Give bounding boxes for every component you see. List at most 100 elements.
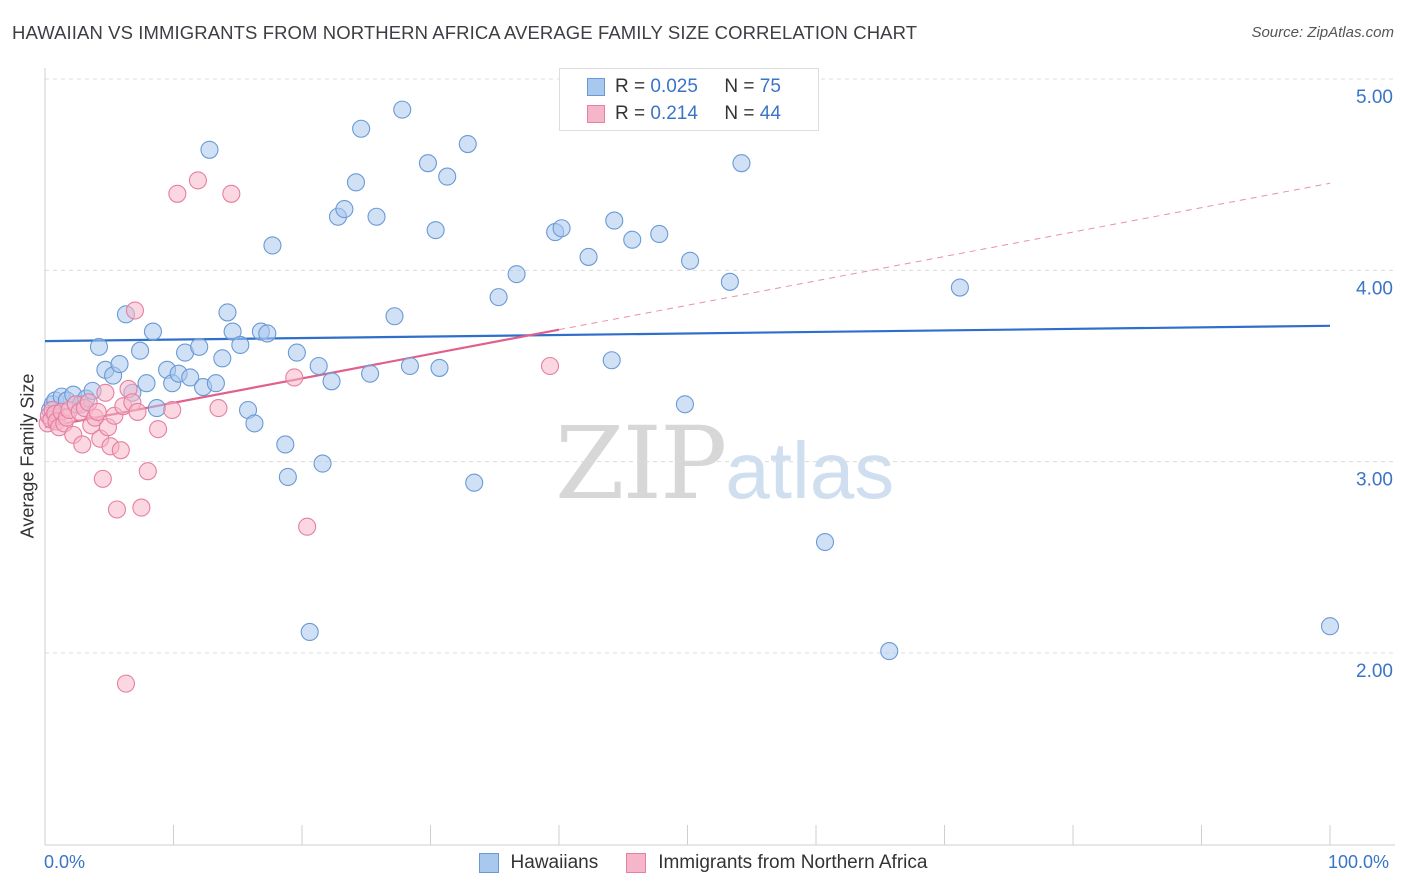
scatter-point-immigrants xyxy=(125,301,144,320)
scatter-point-immigrants xyxy=(88,402,107,421)
scatter-point-hawaiians xyxy=(465,473,484,492)
points-layer xyxy=(38,100,1340,693)
stats-n-label: N = xyxy=(724,103,755,124)
scatter-point-immigrants xyxy=(73,435,92,454)
scatter-point-hawaiians xyxy=(143,322,162,341)
scatter-point-hawaiians xyxy=(335,200,354,219)
scatter-point-hawaiians xyxy=(815,532,835,552)
scatter-point-immigrants xyxy=(107,500,127,519)
scatter-point-immigrants xyxy=(128,402,147,421)
grid-layer xyxy=(45,78,1395,654)
watermark-text-a: ZIP xyxy=(555,405,727,522)
scatter-point-hawaiians xyxy=(400,356,419,376)
chart-title: HAWAIIAN VS IMMIGRANTS FROM NORTHERN AFR… xyxy=(12,22,918,43)
scatter-point-hawaiians xyxy=(579,247,598,266)
scatter-point-immigrants xyxy=(132,498,151,517)
scatter-point-hawaiians xyxy=(361,364,380,383)
scatter-point-hawaiians xyxy=(880,642,899,661)
legend-label-immigrants: Immigrants from Northern Africa xyxy=(658,852,928,873)
scatter-point-hawaiians xyxy=(131,341,150,360)
stats-r-value: 0.214 xyxy=(650,103,698,124)
scatter-point-hawaiians xyxy=(309,356,328,376)
scatter-point-hawaiians xyxy=(623,230,642,249)
stats-r-label: R = xyxy=(615,76,646,97)
scatter-point-hawaiians xyxy=(110,355,129,374)
scatter-point-immigrants xyxy=(116,674,136,693)
watermark: ZIPatlas xyxy=(555,405,894,522)
scatter-point-hawaiians xyxy=(507,265,526,284)
scatter-point-hawaiians xyxy=(190,337,209,356)
chart-legend: Hawaiians Immigrants from Northern Afric… xyxy=(0,852,1406,874)
scatter-point-immigrants xyxy=(168,184,187,203)
scatter-point-hawaiians xyxy=(276,435,295,454)
scatter-point-hawaiians xyxy=(223,322,242,341)
scatter-point-hawaiians xyxy=(352,119,371,138)
scatter-point-hawaiians xyxy=(675,395,694,414)
scatter-point-immigrants xyxy=(222,184,241,203)
scatter-point-hawaiians xyxy=(181,368,200,387)
stats-n-value: 75 xyxy=(759,76,781,97)
legend-item-immigrants[interactable]: Immigrants from Northern Africa xyxy=(626,852,927,874)
scatter-point-hawaiians xyxy=(430,358,449,377)
scatter-point-hawaiians xyxy=(732,154,751,173)
stats-r-label: R = xyxy=(615,103,646,124)
stats-row-hawaiians: R = 0.025 N = 75 xyxy=(560,74,781,100)
chart-source: Source: ZipAtlas.com xyxy=(1251,24,1394,41)
scatter-point-hawaiians xyxy=(346,173,366,192)
scatter-point-hawaiians xyxy=(650,224,669,244)
scatter-point-hawaiians xyxy=(263,236,282,255)
scatter-point-immigrants xyxy=(111,441,130,460)
scatter-point-hawaiians xyxy=(245,414,264,433)
stats-legend: R = 0.025 N = 75 R = 0.214 N = 44 xyxy=(559,68,819,131)
scatter-point-immigrants xyxy=(298,517,317,536)
y-tick-label: 4.00 xyxy=(1356,278,1393,299)
scatter-point-hawaiians xyxy=(385,307,404,326)
x-tick-label-min: 0.0% xyxy=(44,852,86,872)
scatter-point-hawaiians xyxy=(438,167,457,186)
scatter-point-immigrants xyxy=(285,368,304,387)
scatter-point-hawaiians xyxy=(681,251,700,270)
y-tick-labels: 2.00 3.00 4.00 5.00 xyxy=(1356,87,1393,682)
scatter-point-hawaiians xyxy=(458,135,477,154)
scatter-point-hawaiians xyxy=(89,337,109,356)
scatter-point-immigrants xyxy=(540,356,560,376)
scatter-point-hawaiians xyxy=(258,324,277,343)
scatter-point-hawaiians xyxy=(602,351,621,370)
x-tick-label-max: 100.0% xyxy=(1328,852,1390,872)
scatter-point-immigrants xyxy=(138,462,157,481)
legend-swatch-immigrants xyxy=(626,853,647,873)
legend-swatch-hawaiians xyxy=(478,853,499,873)
scatter-point-hawaiians xyxy=(213,349,232,368)
scatter-point-hawaiians xyxy=(287,343,306,362)
stats-n-label: N = xyxy=(724,76,755,97)
trend-layer xyxy=(44,182,1331,429)
axis-layer xyxy=(44,68,1395,846)
legend-label-hawaiians: Hawaiians xyxy=(510,852,599,873)
scatter-point-immigrants xyxy=(149,420,168,439)
y-tick-label: 5.00 xyxy=(1356,87,1393,108)
stats-row-immigrants: R = 0.214 N = 44 xyxy=(560,101,781,127)
stats-n-value: 44 xyxy=(759,103,781,124)
stats-r-value: 0.025 xyxy=(650,76,698,97)
scatter-point-hawaiians xyxy=(1320,617,1340,636)
legend-item-hawaiians[interactable]: Hawaiians xyxy=(478,852,599,874)
scatter-point-hawaiians xyxy=(418,154,437,173)
scatter-point-hawaiians xyxy=(300,622,319,642)
scatter-point-hawaiians xyxy=(489,288,508,307)
stats-swatch-immigrants xyxy=(587,105,605,123)
scatter-point-hawaiians xyxy=(218,303,237,322)
scatter-point-hawaiians xyxy=(605,211,624,230)
scatter-point-hawaiians xyxy=(200,140,219,159)
y-tick-label: 2.00 xyxy=(1356,661,1393,682)
scatter-point-immigrants xyxy=(93,469,112,488)
scatter-point-immigrants xyxy=(188,171,207,190)
scatter-point-hawaiians xyxy=(231,335,250,355)
y-axis-label: Average Family Size xyxy=(17,373,38,539)
scatter-point-hawaiians xyxy=(950,278,969,297)
scatter-point-immigrants xyxy=(163,400,182,420)
scatter-point-hawaiians xyxy=(322,372,341,391)
scatter-point-hawaiians xyxy=(278,467,297,487)
scatter-point-hawaiians xyxy=(137,374,156,393)
scatter-point-immigrants xyxy=(209,399,228,418)
